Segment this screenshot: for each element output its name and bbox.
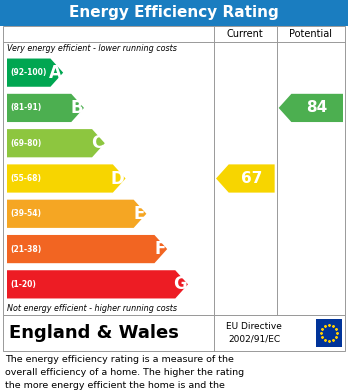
Text: (92-100): (92-100)	[10, 68, 46, 77]
Text: 67: 67	[241, 171, 262, 186]
Text: England & Wales: England & Wales	[9, 324, 179, 342]
Text: EU Directive
2002/91/EC: EU Directive 2002/91/EC	[227, 322, 282, 344]
Text: Not energy efficient - higher running costs: Not energy efficient - higher running co…	[7, 304, 177, 313]
Polygon shape	[279, 94, 343, 122]
Polygon shape	[7, 235, 167, 263]
Polygon shape	[7, 200, 147, 228]
Bar	[0, 0, 348, 26]
Text: D: D	[111, 170, 125, 188]
Bar	[316, 319, 342, 347]
Text: Very energy efficient - lower running costs: Very energy efficient - lower running co…	[7, 44, 177, 53]
Text: B: B	[70, 99, 83, 117]
Polygon shape	[7, 164, 126, 193]
Text: (55-68): (55-68)	[10, 174, 41, 183]
Text: E: E	[134, 205, 145, 223]
Text: Energy Efficiency Rating: Energy Efficiency Rating	[69, 5, 279, 20]
Polygon shape	[7, 94, 84, 122]
Text: The energy efficiency rating is a measure of the
overall efficiency of a home. T: The energy efficiency rating is a measur…	[5, 355, 244, 391]
Polygon shape	[7, 129, 105, 157]
Text: Potential: Potential	[289, 29, 332, 39]
Text: Current: Current	[227, 29, 264, 39]
Text: C: C	[92, 134, 104, 152]
Text: (21-38): (21-38)	[10, 245, 41, 254]
Polygon shape	[7, 270, 188, 298]
Text: (81-91): (81-91)	[10, 104, 41, 113]
Text: G: G	[173, 275, 187, 293]
Text: A: A	[49, 64, 62, 82]
Text: 84: 84	[307, 100, 328, 115]
Polygon shape	[7, 59, 63, 87]
Text: F: F	[155, 240, 166, 258]
Bar	[3, 26, 345, 315]
Text: (69-80): (69-80)	[10, 139, 41, 148]
Polygon shape	[216, 164, 275, 193]
Bar	[3, 315, 345, 351]
Text: (39-54): (39-54)	[10, 209, 41, 218]
Text: (1-20): (1-20)	[10, 280, 36, 289]
